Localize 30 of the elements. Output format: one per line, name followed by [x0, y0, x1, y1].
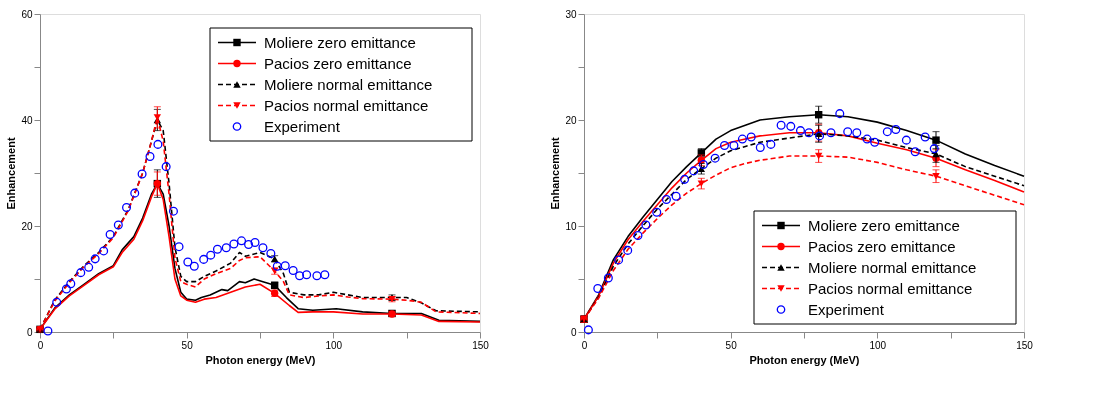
legend-label: Moliere normal emittance	[264, 75, 433, 93]
x-tick-label: 150	[1016, 339, 1034, 351]
y-tick-label: 20	[565, 114, 577, 126]
x-tick-label: 50	[181, 339, 194, 351]
x-tick-label: 150	[472, 339, 490, 351]
y-tick-label: 0	[26, 326, 33, 338]
y-tick-label: 40	[21, 114, 33, 126]
x-tick-label: 100	[869, 339, 887, 351]
x-tick-label: 50	[725, 339, 738, 351]
x-axis-title: Photon energy (MeV)	[205, 353, 316, 366]
legend-label: Pacios normal emittance	[808, 279, 973, 297]
y-axis-title: Enhancement	[5, 137, 18, 210]
legend-label: Pacios normal emittance	[264, 96, 429, 114]
legend-label: Pacios zero emittance	[808, 237, 956, 255]
x-tick-label: 100	[325, 339, 343, 351]
y-tick-label: 20	[21, 220, 33, 232]
legend-label: Pacios zero emittance	[264, 54, 412, 72]
y-axis-title: Enhancement	[549, 137, 562, 210]
legend-label: Experiment	[808, 300, 885, 318]
legend-label: Moliere zero emittance	[808, 216, 960, 234]
y-tick-label: 0	[570, 326, 577, 338]
x-tick-label: 0	[581, 339, 588, 351]
y-tick-label: 60	[21, 8, 33, 20]
y-tick-label: 30	[565, 8, 577, 20]
y-tick-label: 10	[565, 220, 577, 232]
legend-label: Moliere normal emittance	[808, 258, 977, 276]
legend-label: Experiment	[264, 117, 341, 135]
x-axis-title: Photon energy (MeV)	[749, 353, 860, 366]
x-tick-label: 0	[37, 339, 44, 351]
legend-label: Moliere zero emittance	[264, 33, 416, 51]
